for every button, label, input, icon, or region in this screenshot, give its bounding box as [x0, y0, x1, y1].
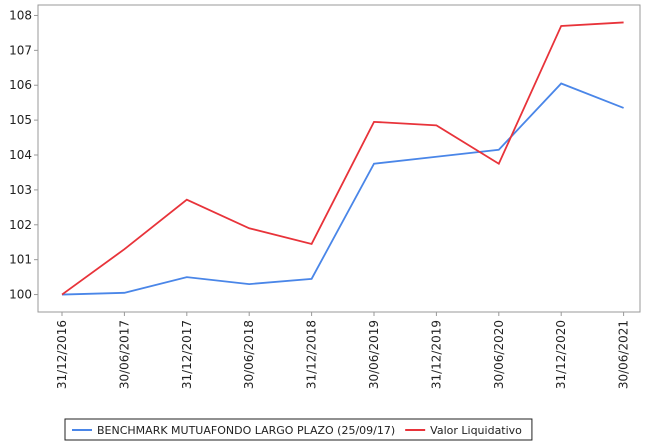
legend: BENCHMARK MUTUAFONDO LARGO PLAZO (25/09/…: [64, 418, 533, 441]
legend-label: Valor Liquidativo: [430, 424, 522, 437]
series-line: [61, 82, 624, 296]
x-tick-label: 31/12/2019: [429, 320, 443, 389]
x-tick-label: 30/06/2017: [117, 320, 131, 389]
y-tick-label: 101: [9, 253, 32, 267]
legend-label: BENCHMARK MUTUAFONDO LARGO PLAZO (25/09/…: [97, 424, 395, 437]
x-tick-label: 31/12/2016: [55, 320, 69, 389]
x-tick-label: 30/06/2019: [367, 320, 381, 389]
series-line: [61, 21, 624, 296]
plot-frame: [37, 4, 641, 313]
y-tick-label: 104: [9, 148, 32, 162]
y-tick-label: 100: [9, 288, 32, 302]
legend-box: [64, 418, 533, 441]
x-tick-label: 31/12/2020: [554, 320, 568, 389]
y-tick-label: 106: [9, 78, 32, 92]
y-tick-label: 108: [9, 8, 32, 22]
x-tick-label: 31/12/2018: [305, 320, 319, 389]
x-tick-label: 31/12/2017: [180, 320, 194, 389]
x-tick-label: 30/06/2021: [617, 320, 631, 389]
y-tick-label: 105: [9, 113, 32, 127]
y-tick-label: 103: [9, 183, 32, 197]
x-tick-label: 30/06/2018: [242, 320, 256, 389]
y-tick-label: 102: [9, 218, 32, 232]
x-tick-label: 30/06/2020: [492, 320, 506, 389]
y-tick-label: 107: [9, 43, 32, 57]
